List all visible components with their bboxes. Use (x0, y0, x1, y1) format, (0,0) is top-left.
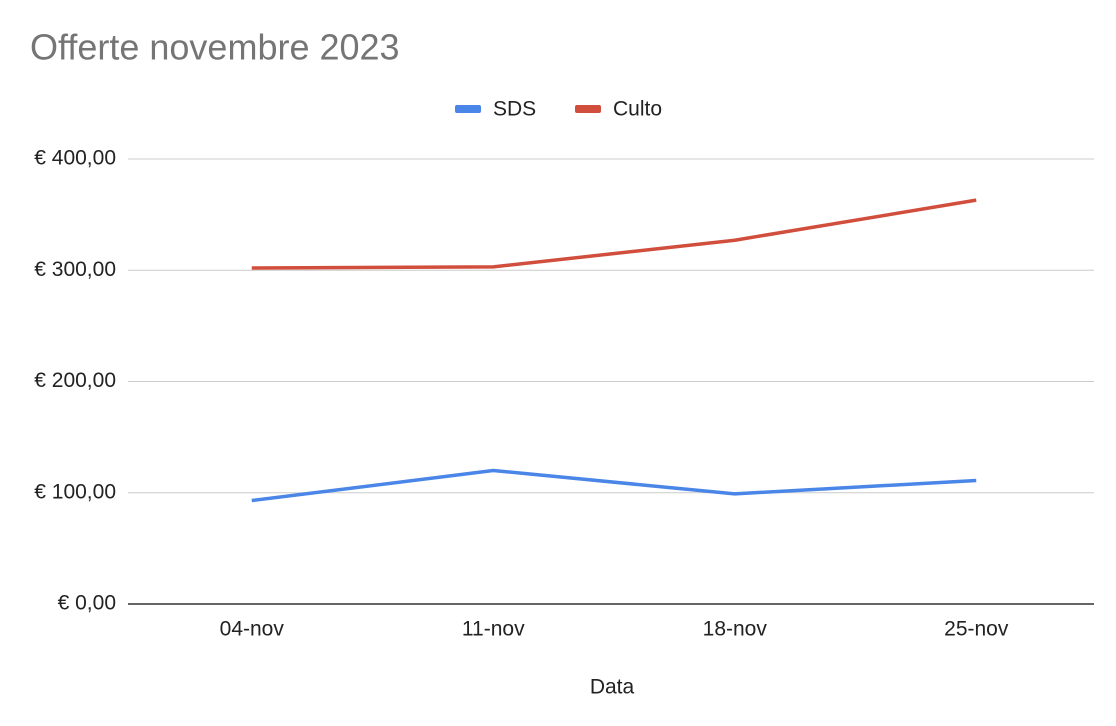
y-tick-label: € 300,00 (34, 258, 116, 281)
x-tick-label: 25-nov (944, 618, 1009, 641)
x-tick-label: 18-nov (703, 618, 768, 641)
legend-label: Culto (613, 98, 662, 121)
y-tick-label: € 100,00 (34, 480, 116, 503)
x-axis-label: Data (590, 676, 635, 699)
y-tick-label: € 400,00 (34, 147, 116, 170)
legend-swatch (575, 105, 601, 113)
series-line (251, 198, 977, 270)
x-tick-label: 11-nov (462, 618, 525, 641)
x-tick-label: 04-nov (220, 618, 285, 641)
legend-swatch (455, 105, 481, 113)
y-tick-label: € 200,00 (34, 369, 116, 392)
chart-title: Offerte novembre 2023 (30, 27, 400, 68)
series-line (251, 468, 977, 503)
legend-label: SDS (493, 98, 536, 121)
y-tick-label: € 0,00 (58, 592, 116, 615)
